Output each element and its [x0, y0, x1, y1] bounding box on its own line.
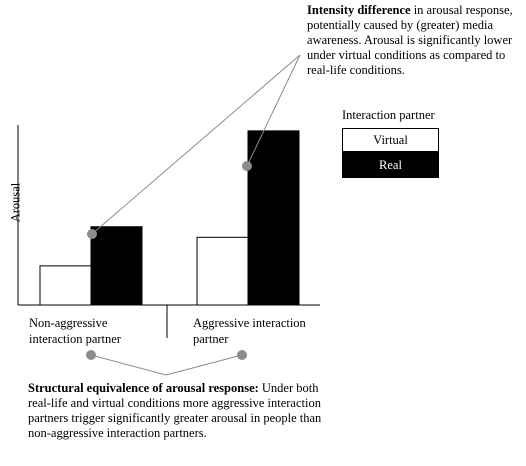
- bar-real-0: [90, 226, 143, 306]
- annotation-intensity-difference: Intensity difference in arousal response…: [307, 3, 521, 78]
- legend-title: Interaction partner: [342, 108, 435, 122]
- marker-real-aggressive: [242, 161, 252, 171]
- marker-real-nonaggressive: [87, 229, 97, 239]
- annotation-top-text: in arousal response, potentially caused …: [307, 3, 513, 77]
- annotation-bottom-heading: Structural equivalence of arousal respon…: [28, 381, 259, 395]
- connector-line-bottom-right: [165, 354, 243, 376]
- y-axis-label: Arousal: [8, 182, 23, 223]
- annotation-bottom-text: Under both real-life and virtual conditi…: [28, 381, 322, 440]
- connector-line-to-real-aggressive: [246, 54, 301, 167]
- bar-virtual-1: [196, 236, 249, 306]
- annotation-top-heading: Intensity difference: [307, 3, 411, 17]
- legend-item-virtual: Virtual: [342, 128, 439, 152]
- category-label-non-aggressive: Non-aggressive interaction partner: [29, 316, 121, 346]
- annotation-structural-equivalence: Structural equivalence of arousal respon…: [28, 381, 328, 441]
- bar-virtual-0: [39, 265, 92, 306]
- connector-line-to-real-nonaggressive: [91, 54, 301, 235]
- bar-real-1: [247, 130, 300, 306]
- connector-line-bottom-left: [90, 354, 167, 376]
- legend-item-real: Real: [342, 152, 439, 178]
- bars: [39, 130, 300, 306]
- category-label-aggressive: Aggressive interaction partner: [193, 316, 306, 346]
- connector-lines: [86, 54, 301, 376]
